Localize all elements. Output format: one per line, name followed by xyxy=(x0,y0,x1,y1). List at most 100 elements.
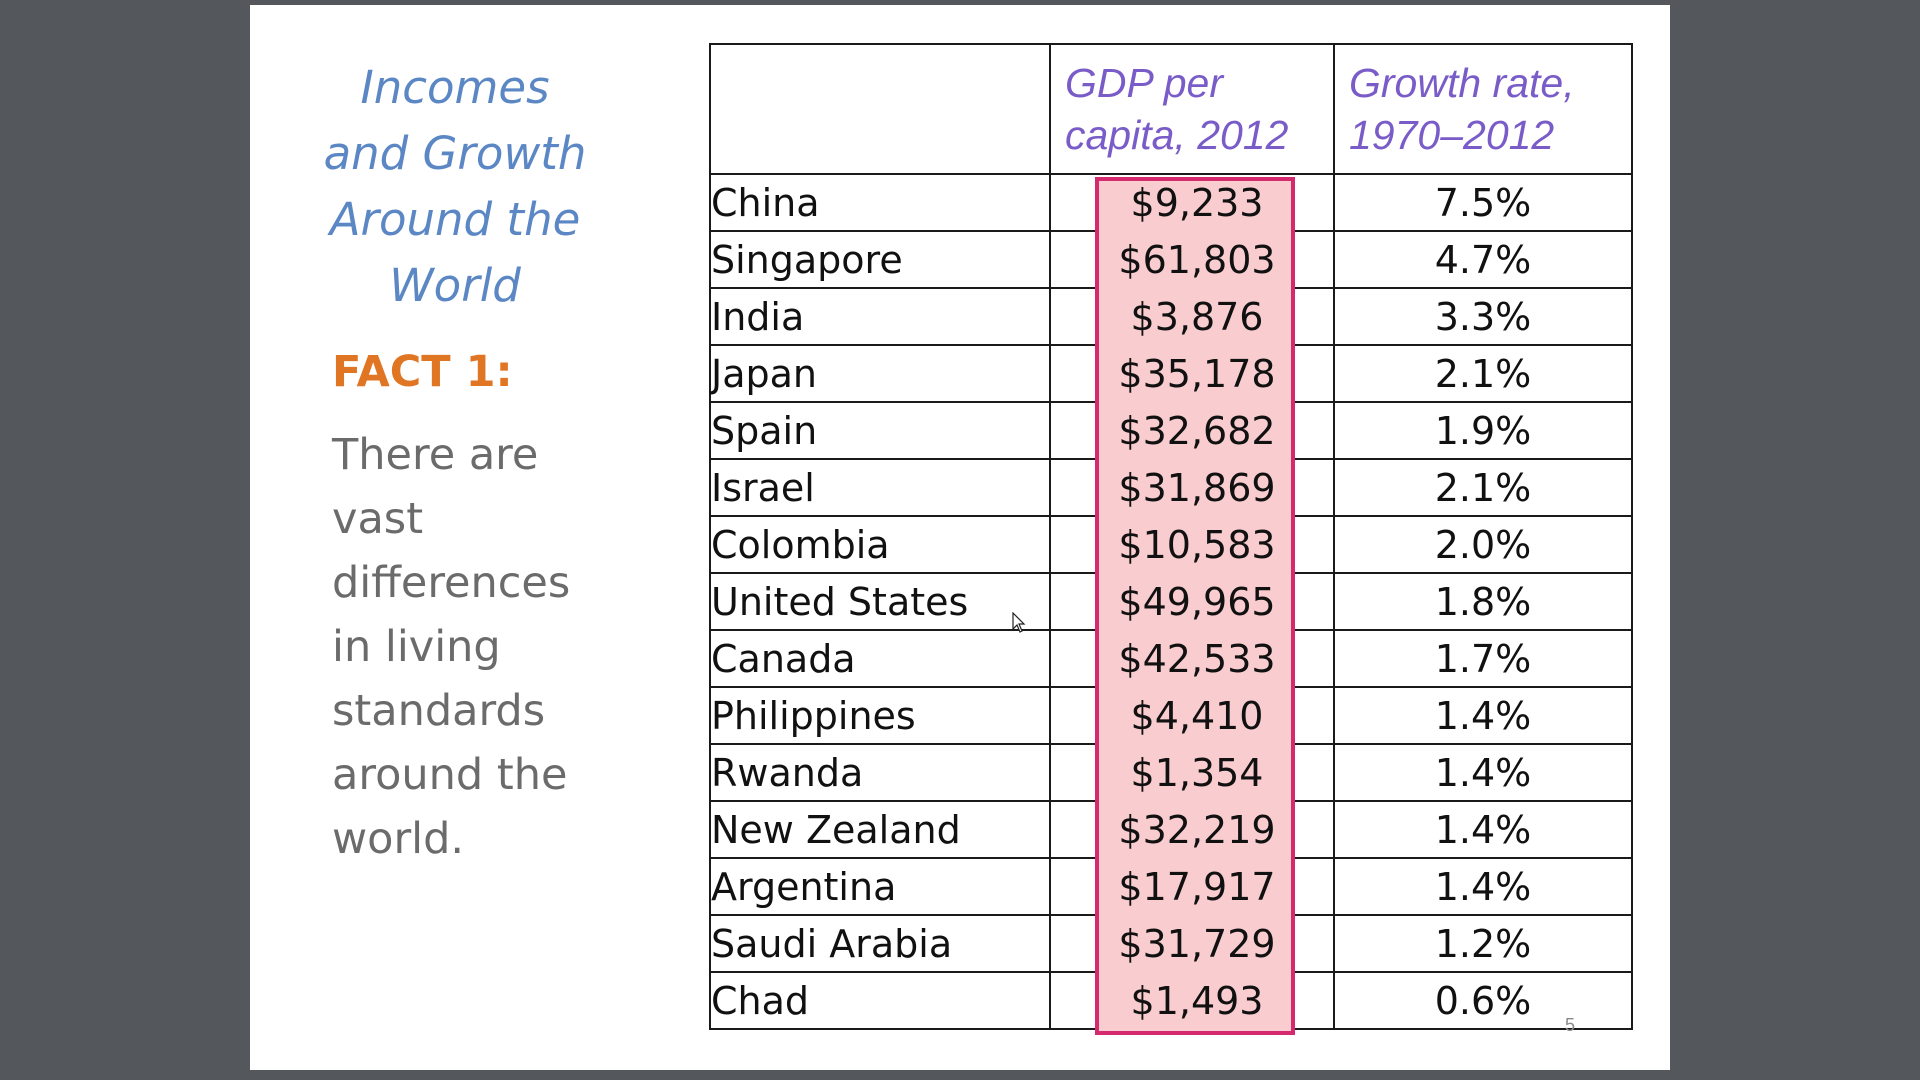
growth-rate-cell: 1.8% xyxy=(1333,572,1633,631)
slide: Incomes and Growth Around the World FACT… xyxy=(250,5,1670,1070)
table-row: Saudi Arabia $31,729 1.2% xyxy=(709,914,1633,973)
header-country xyxy=(709,43,1051,175)
growth-rate-cell: 7.5% xyxy=(1333,173,1633,232)
gdp-value: $31,729 xyxy=(1118,921,1276,966)
country-cell: India xyxy=(709,287,1051,346)
fact-line: There are xyxy=(332,430,539,480)
growth-rate-cell: 1.2% xyxy=(1333,914,1633,973)
growth-rate-cell: 1.4% xyxy=(1333,857,1633,916)
title-line: Around the xyxy=(329,193,581,246)
slide-title: Incomes and Growth Around the World xyxy=(320,55,590,319)
gdp-value: $31,869 xyxy=(1118,465,1276,510)
gdp-cell: $32,219 xyxy=(1049,800,1335,859)
country-cell: Israel xyxy=(709,458,1051,517)
country-cell: Colombia xyxy=(709,515,1051,574)
country-cell: Singapore xyxy=(709,230,1051,289)
growth-rate-cell: 1.4% xyxy=(1333,800,1633,859)
fact-line: world. xyxy=(332,814,465,864)
country-cell: New Zealand xyxy=(709,800,1051,859)
table-row: Chad $1,493 0.6% xyxy=(709,971,1633,1030)
table-row: Israel $31,869 2.1% xyxy=(709,458,1633,517)
table-row: New Zealand $32,219 1.4% xyxy=(709,800,1633,859)
gdp-cell: $1,493 xyxy=(1049,971,1335,1030)
country-cell: Chad xyxy=(709,971,1051,1030)
table-row: Philippines $4,410 1.4% xyxy=(709,686,1633,745)
gdp-value: $1,493 xyxy=(1130,978,1264,1023)
table-row: China $9,233 7.5% xyxy=(709,173,1633,232)
gdp-cell: $49,965 xyxy=(1049,572,1335,631)
gdp-cell: $31,729 xyxy=(1049,914,1335,973)
gdp-cell: $31,869 xyxy=(1049,458,1335,517)
header-gdp: GDP per capita, 2012 xyxy=(1049,43,1335,175)
gdp-cell: $4,410 xyxy=(1049,686,1335,745)
growth-rate-cell: 1.4% xyxy=(1333,743,1633,802)
growth-rate-cell: 2.1% xyxy=(1333,344,1633,403)
table-row: Colombia $10,583 2.0% xyxy=(709,515,1633,574)
fact-line: differences xyxy=(332,558,571,608)
growth-rate-cell: 1.4% xyxy=(1333,686,1633,745)
header-growth: Growth rate, 1970–2012 xyxy=(1333,43,1633,175)
gdp-value: $17,917 xyxy=(1118,864,1276,909)
slide-number: 5 xyxy=(1565,1015,1576,1035)
gdp-value: $4,410 xyxy=(1130,693,1264,738)
gdp-cell: $61,803 xyxy=(1049,230,1335,289)
gdp-cell: $10,583 xyxy=(1049,515,1335,574)
gdp-cell: $17,917 xyxy=(1049,857,1335,916)
table-row: United States $49,965 1.8% xyxy=(709,572,1633,631)
gdp-cell: $42,533 xyxy=(1049,629,1335,688)
table-row: Singapore $61,803 4.7% xyxy=(709,230,1633,289)
country-cell: Japan xyxy=(709,344,1051,403)
country-cell: Saudi Arabia xyxy=(709,914,1051,973)
gdp-value: $32,219 xyxy=(1118,807,1276,852)
fact-line: in living xyxy=(332,622,501,672)
table-row: Canada $42,533 1.7% xyxy=(709,629,1633,688)
table-row: Spain $32,682 1.9% xyxy=(709,401,1633,460)
gdp-value: $10,583 xyxy=(1118,522,1276,567)
country-cell: Spain xyxy=(709,401,1051,460)
gdp-cell: $3,876 xyxy=(1049,287,1335,346)
fact-line: standards xyxy=(332,686,546,736)
growth-rate-cell: 2.0% xyxy=(1333,515,1633,574)
growth-rate-cell: 1.9% xyxy=(1333,401,1633,460)
country-cell: China xyxy=(709,173,1051,232)
country-cell: Canada xyxy=(709,629,1051,688)
gdp-value: $3,876 xyxy=(1130,294,1264,339)
table-body: China $9,233 7.5% Singapore $61,803 4.7% India… xyxy=(709,173,1633,1030)
growth-rate-cell: 1.7% xyxy=(1333,629,1633,688)
gdp-cell: $1,354 xyxy=(1049,743,1335,802)
fact-line: around the xyxy=(332,750,568,800)
table-row: Rwanda $1,354 1.4% xyxy=(709,743,1633,802)
gdp-value: $35,178 xyxy=(1118,351,1276,396)
mouse-pointer-icon xyxy=(1012,612,1026,633)
title-line: Incomes xyxy=(360,61,550,114)
gdp-highlight-box xyxy=(1095,177,1295,1035)
fact-text: There are vast differences in living sta… xyxy=(332,423,632,871)
title-line: and Growth xyxy=(323,127,587,180)
gdp-cell: $35,178 xyxy=(1049,344,1335,403)
fact-line: vast xyxy=(332,494,424,544)
growth-rate-cell: 3.3% xyxy=(1333,287,1633,346)
country-cell: Philippines xyxy=(709,686,1051,745)
gdp-value: $32,682 xyxy=(1118,408,1276,453)
income-growth-table: GDP per capita, 2012 Growth rate, 1970–2… xyxy=(709,43,1633,1030)
gdp-value: $42,533 xyxy=(1118,636,1276,681)
growth-rate-cell: 4.7% xyxy=(1333,230,1633,289)
growth-rate-cell: 0.6% xyxy=(1333,971,1633,1030)
gdp-value: $1,354 xyxy=(1130,750,1264,795)
gdp-cell: $32,682 xyxy=(1049,401,1335,460)
gdp-value: $61,803 xyxy=(1118,237,1276,282)
table-header-row: GDP per capita, 2012 Growth rate, 1970–2… xyxy=(709,43,1633,175)
gdp-value: $9,233 xyxy=(1130,180,1264,225)
country-cell: Argentina xyxy=(709,857,1051,916)
country-cell: Rwanda xyxy=(709,743,1051,802)
growth-rate-cell: 2.1% xyxy=(1333,458,1633,517)
table-row: Japan $35,178 2.1% xyxy=(709,344,1633,403)
table-row: India $3,876 3.3% xyxy=(709,287,1633,346)
title-line: World xyxy=(389,259,521,312)
country-cell: United States xyxy=(709,572,1051,631)
fact-label: FACT 1: xyxy=(332,347,513,397)
gdp-value: $49,965 xyxy=(1118,579,1276,624)
gdp-cell: $9,233 xyxy=(1049,173,1335,232)
table-row: Argentina $17,917 1.4% xyxy=(709,857,1633,916)
